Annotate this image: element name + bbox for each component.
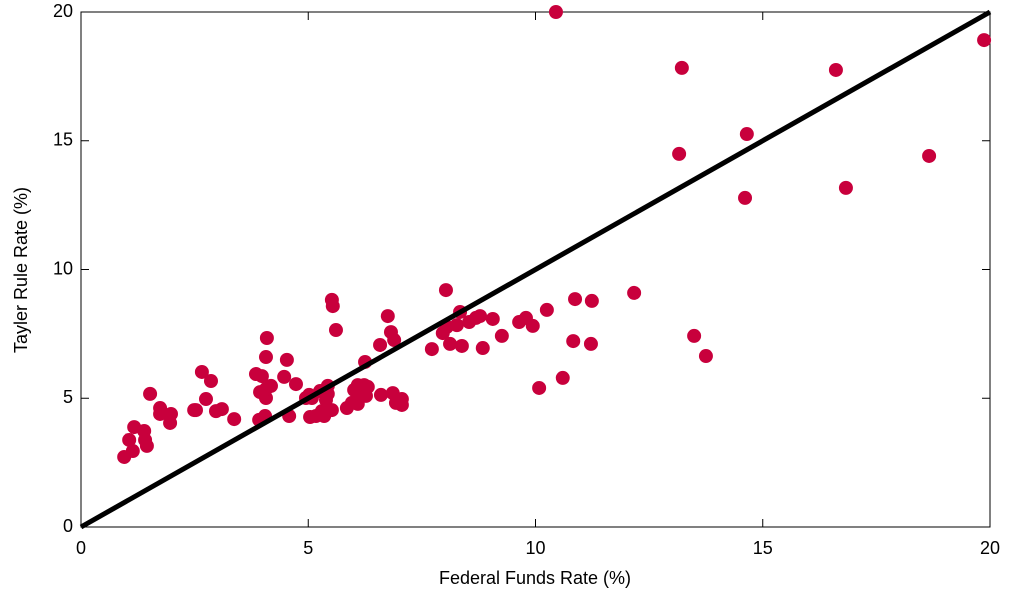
scatter-point	[525, 318, 540, 333]
scatter-point	[373, 387, 388, 402]
scatter-point	[394, 392, 409, 407]
scatter-point	[566, 334, 581, 349]
y-tick-label: 20	[53, 1, 73, 21]
scatter-point	[279, 352, 294, 367]
scatter-point	[977, 33, 992, 48]
scatter-point	[254, 369, 269, 384]
scatter-point	[198, 392, 213, 407]
scatter-point	[532, 380, 547, 395]
scatter-point	[424, 342, 439, 357]
scatter-point	[583, 336, 598, 351]
scatter-point	[438, 283, 453, 298]
scatter-point	[475, 341, 490, 356]
scatter-point	[143, 386, 158, 401]
scatter-point	[153, 406, 168, 421]
scatter-point	[494, 328, 509, 343]
scatter-point	[687, 328, 702, 343]
scatter-point	[163, 415, 178, 430]
scatter-point	[380, 309, 395, 324]
scatter-point	[568, 292, 583, 307]
scatter-point	[584, 293, 599, 308]
scatter-point	[387, 333, 402, 348]
scatter-point	[473, 309, 488, 324]
scatter-point	[227, 412, 242, 427]
scatter-point	[203, 373, 218, 388]
scatter-point	[277, 369, 292, 384]
x-axis-label: Federal Funds Rate (%)	[439, 568, 631, 588]
x-tick-label: 5	[303, 538, 313, 558]
scatter-point	[324, 403, 339, 418]
scatter-point	[627, 285, 642, 300]
y-tick-label: 15	[53, 130, 73, 150]
scatter-point	[360, 379, 375, 394]
scatter-point	[922, 148, 937, 163]
scatter-point	[259, 330, 274, 345]
scatter-point	[698, 349, 713, 364]
scatter-point	[838, 180, 853, 195]
y-tick-label: 0	[63, 516, 73, 536]
scatter-point	[454, 338, 469, 353]
x-tick-label: 10	[525, 538, 545, 558]
scatter-point	[739, 127, 754, 142]
scatter-point	[258, 350, 273, 365]
identity-line	[79, 9, 992, 530]
scatter-point	[674, 60, 689, 75]
scatter-point	[122, 432, 137, 447]
scatter-point	[828, 62, 843, 77]
y-tick-label: 5	[63, 387, 73, 407]
scatter-point	[328, 323, 343, 338]
scatter-point	[539, 302, 554, 317]
y-tick-label: 10	[53, 258, 73, 278]
scatter-point	[125, 444, 140, 459]
scatter-point	[288, 377, 303, 392]
scatter-point	[194, 364, 209, 379]
scatter-point	[555, 370, 570, 385]
scatter-point	[373, 337, 388, 352]
scatter-point	[449, 318, 464, 333]
scatter-point	[325, 299, 340, 314]
scatter-point	[443, 336, 458, 351]
x-tick-label: 0	[76, 538, 86, 558]
scatter-point	[188, 403, 203, 418]
x-tick-label: 15	[753, 538, 773, 558]
x-tick-label: 20	[980, 538, 1000, 558]
scatter-point	[485, 311, 500, 326]
scatter-point	[139, 438, 154, 453]
y-axis-label: Tayler Rule Rate (%)	[11, 187, 31, 353]
scatter-point	[214, 402, 229, 417]
scatter-point	[263, 378, 278, 393]
scatter-point	[672, 146, 687, 161]
scatter-point	[548, 5, 563, 19]
scatter-point	[738, 190, 753, 205]
